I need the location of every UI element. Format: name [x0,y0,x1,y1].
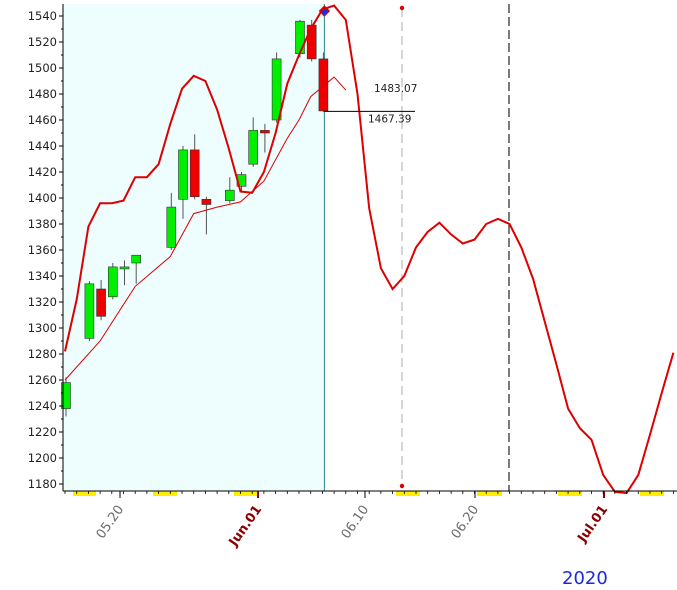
guide-marker-top [399,5,405,11]
candle [260,123,270,153]
highlight-marker [640,491,664,496]
candle [96,279,106,321]
candle-body [108,266,118,298]
y-tick-label: 1500 [28,61,57,75]
x-tick-label: 06.10 [339,503,373,542]
y-tick-label: 1220 [28,425,57,439]
candle-body [306,24,317,60]
candle [189,134,200,200]
support-line [64,76,347,381]
x-tick-label: 05.20 [94,503,128,542]
candle-body [271,58,282,121]
price-annotations: 1483.07 1467.39 [324,83,417,125]
highlight-marker [477,491,502,496]
y-tick-label: 1460 [28,113,57,127]
y-tick-label: 1540 [28,9,57,23]
y-tick-label: 1280 [28,347,57,361]
candle-body [260,130,270,134]
trend-lines [64,4,675,495]
candle [271,52,282,123]
y-tick-label: 1480 [28,87,57,101]
y-tick-label: 1240 [28,399,57,413]
y-tick-label: 1420 [28,165,57,179]
candle [166,192,177,250]
candle-body [119,266,130,270]
x-tick-label: 06.20 [449,503,483,542]
candle [84,281,95,341]
candle [131,254,141,284]
y-tick-label: 1400 [28,191,57,205]
candle-body [96,288,106,317]
vertical-guides [318,4,510,491]
x-axis-ticks: 05.20 Jun.01 06.10 06.20 Jul.01 [64,491,674,550]
candle [61,377,71,417]
y-tick-label: 1180 [28,477,57,491]
candle-body [189,149,200,197]
guide-marker-bottom [399,483,405,489]
y-tick-label: 1340 [28,269,57,283]
y-tick-label: 1520 [28,35,57,49]
highlight-marker [153,491,177,496]
candle [318,52,329,113]
y-tick-label: 1260 [28,373,57,387]
y-tick-label: 1320 [28,295,57,309]
axes [62,4,677,492]
y-axis-ticks: 1180 1200 1220 1240 1260 1280 1300 1320 1340 1360… [28,9,63,491]
candle [225,177,235,204]
highlight-marker [73,491,96,496]
candle-body [61,382,71,409]
candle-body [201,199,212,205]
y-tick-label: 1360 [28,243,57,257]
highlight-marker [396,491,420,496]
candle-body [295,20,305,55]
year-label: 2020 [562,568,608,589]
candle-body [84,283,95,339]
y-tick-label: 1440 [28,139,57,153]
candle-body [248,130,258,165]
candle-body [166,206,177,248]
x-tick-label: Jul.01 [575,503,612,546]
x-tick-label: Jun.01 [226,503,265,550]
candle [201,196,212,235]
y-tick-label: 1300 [28,321,57,335]
highlight-marker [558,491,582,496]
y-tick-label: 1380 [28,217,57,231]
candle [119,260,130,286]
highlight-marker [234,491,258,496]
highlight-markers [73,491,664,496]
candle-body [178,149,188,200]
candle [248,117,258,167]
candle [178,146,188,219]
annotation-label: 1483.07 [374,83,417,95]
candle-body [318,58,329,112]
annotation-label: 1467.39 [368,113,411,125]
projection-line [64,4,675,495]
candle-body [225,189,235,201]
candles [61,19,329,417]
y-tick-label: 1200 [28,451,57,465]
candle-body [131,254,141,264]
candle [108,263,118,300]
